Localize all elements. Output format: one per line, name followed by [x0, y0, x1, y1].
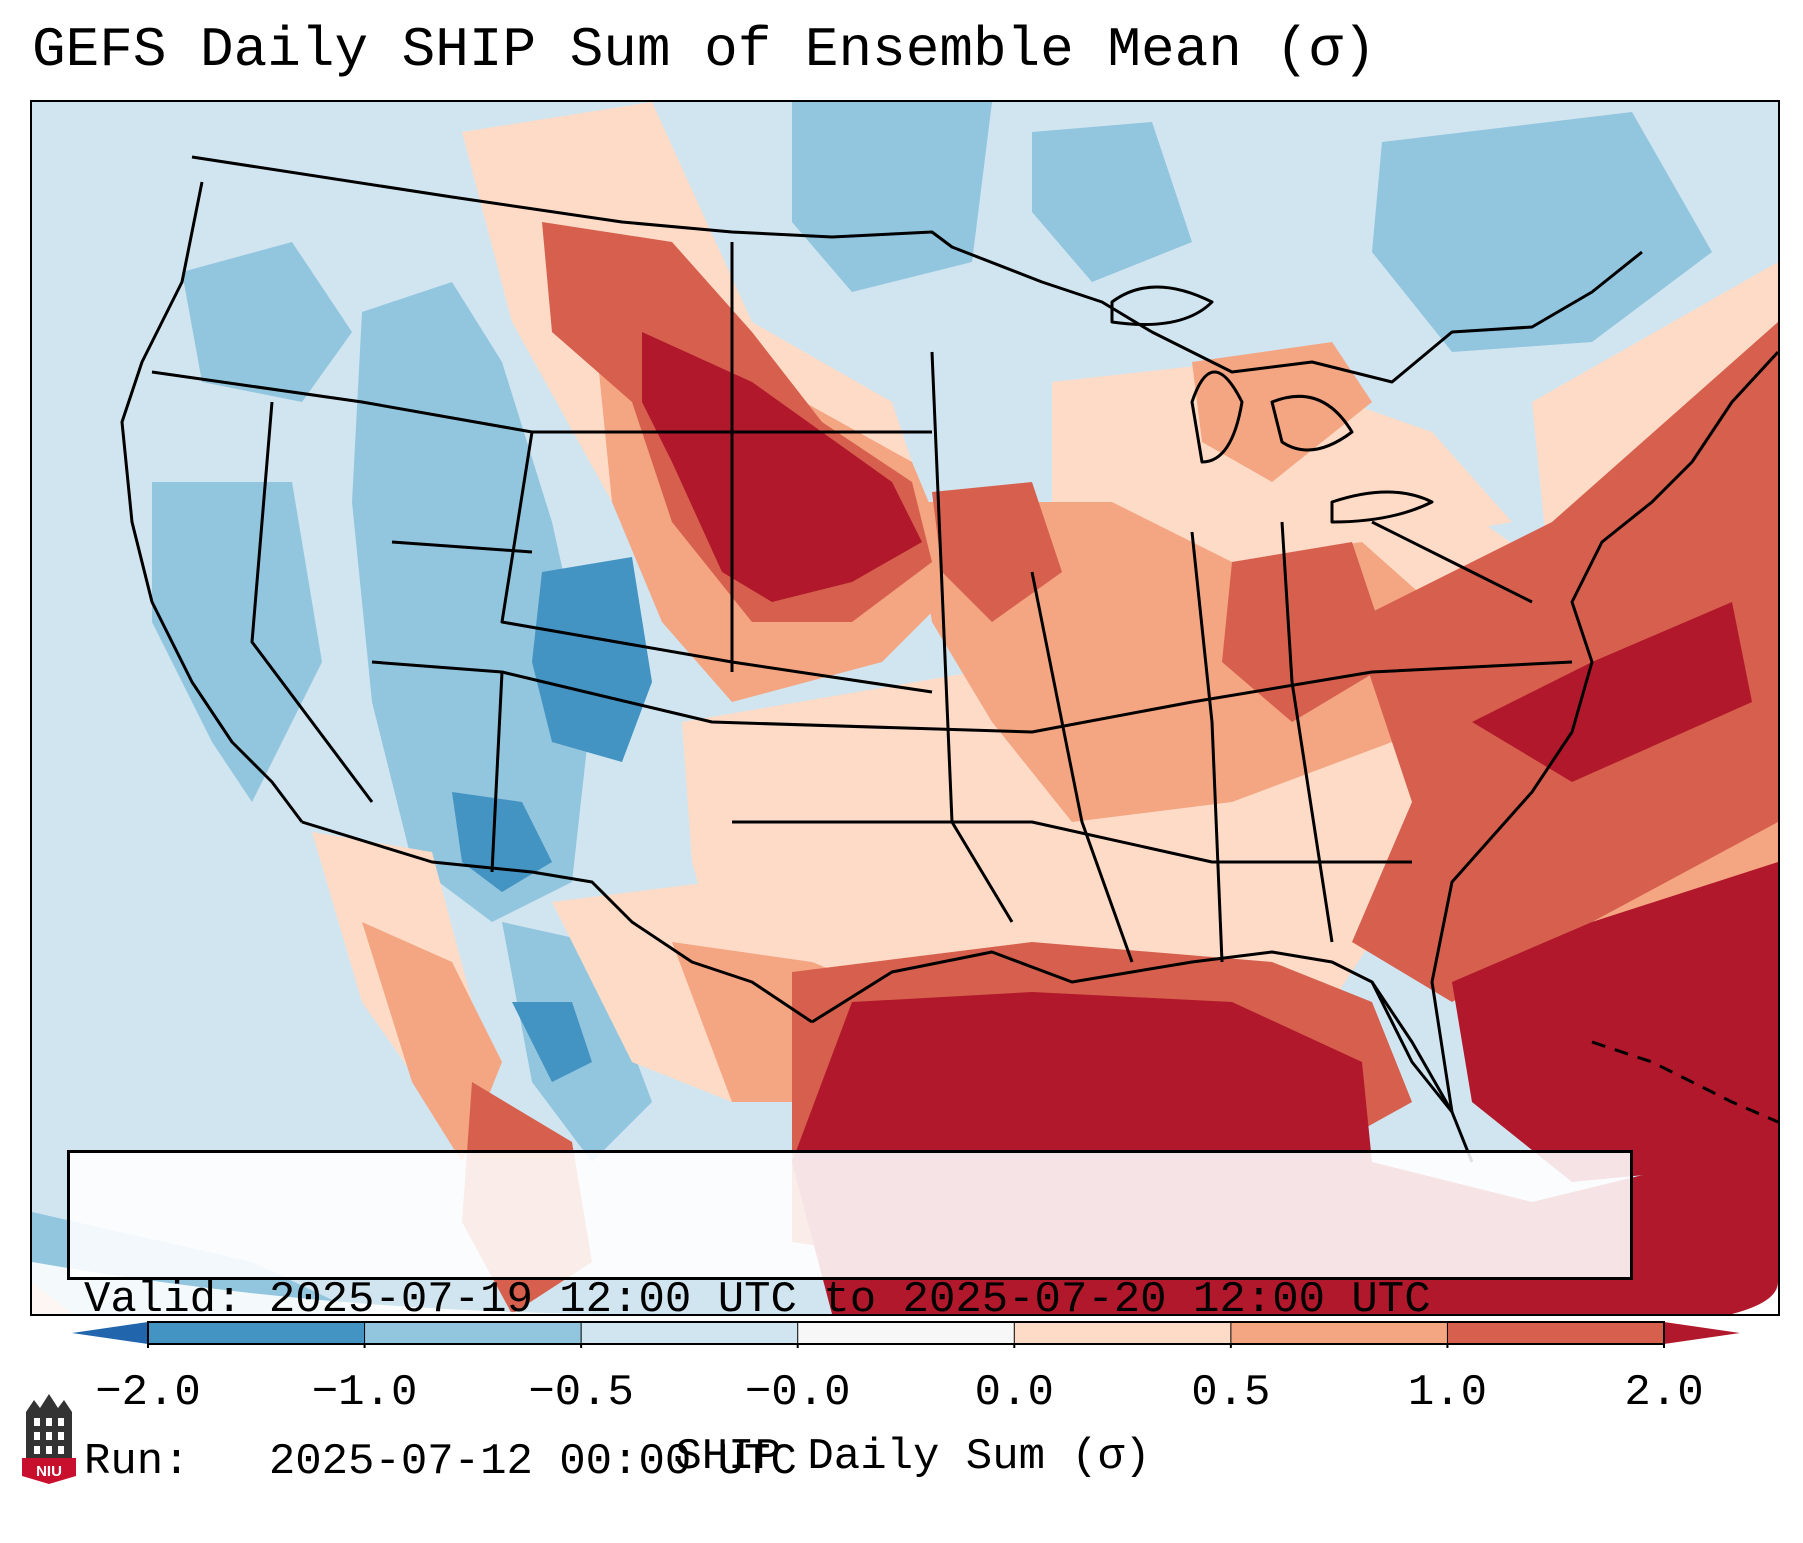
valid-run-info-box: Valid: 2025-07-19 12:00 UTC to 2025-07-2…: [67, 1150, 1633, 1487]
colorbar-bin: [797, 1322, 1015, 1344]
run-time-text: Run: 2025-07-12 00:00 UTC: [84, 1437, 797, 1487]
blue-core-sonora: [512, 1002, 592, 1082]
map-panel: [30, 100, 1780, 1316]
colorbar-bin: [148, 1322, 366, 1344]
gulf-states-line: [732, 820, 1412, 864]
pa-line: [1371, 520, 1533, 604]
blue-patch-west-coast: [152, 482, 322, 802]
blue-patch-great-basin: [352, 282, 592, 922]
colorbar-bin: [1014, 1322, 1232, 1344]
colorbar-bin: [581, 1322, 799, 1344]
canada-border: [191, 155, 1643, 384]
atlantic-coastline: [1430, 350, 1778, 1113]
colorbar-label: SHIP Daily Sum (σ): [675, 1432, 1151, 1482]
blue-patch-quebec: [1372, 112, 1712, 352]
niu-logo: NIU: [22, 1394, 76, 1484]
az-nm-line: [490, 671, 504, 873]
colorbar-tick-label: −2.0: [95, 1368, 201, 1418]
red-region-iowa: [932, 482, 1062, 622]
niu-logo-text: NIU: [36, 1463, 62, 1480]
georgia-line: [1280, 521, 1334, 943]
salmon-region-michigan: [1192, 342, 1372, 482]
darkred-core-caribbean: [1452, 862, 1778, 1182]
colorbar-tick-label: 1.0: [1407, 1368, 1488, 1418]
state-boundaries: [120, 155, 1778, 1163]
salmon-region-gulf-california: [362, 922, 502, 1162]
colorbar-bin: [364, 1322, 582, 1344]
darkred-core-north-plains: [642, 332, 922, 602]
colorbar-bin: [1230, 1322, 1448, 1344]
colorbar-tick-label: 0.5: [1191, 1368, 1271, 1418]
projection-edge-right: [1732, 1282, 1778, 1314]
blue-patch-manitoba: [792, 102, 992, 292]
colorbar-bin: [1447, 1322, 1665, 1344]
colorbar: [72, 1321, 1740, 1348]
chart-title: GEFS Daily SHIP Sum of Ensemble Mean (σ): [32, 18, 1377, 82]
florida-peninsula: [1370, 981, 1474, 1163]
mexico-border: [301, 820, 813, 1024]
colorbar-tick-label: −1.0: [311, 1368, 418, 1418]
illinois-line: [1030, 571, 1134, 963]
colorbar-tick-label: 2.0: [1624, 1368, 1704, 1418]
projection-edge: [32, 1262, 632, 1314]
lake-erie: [1330, 490, 1434, 524]
lake-superior: [1110, 285, 1214, 326]
blue-patch-ontario: [1032, 122, 1192, 282]
lake-michigan: [1190, 370, 1244, 464]
central-tier-line: [500, 431, 933, 694]
blue-core-colorado: [532, 557, 652, 762]
blue-patch-oregon: [182, 242, 352, 402]
colorbar-under-triangle: [72, 1322, 148, 1344]
nevada-line: [250, 401, 374, 803]
colorbar-tick-label: −0.5: [528, 1368, 634, 1418]
niu-logo-banner: [22, 1458, 76, 1484]
colorbar-over-triangle: [1664, 1322, 1740, 1344]
cuba-outline: [1591, 1040, 1778, 1124]
indiana-line: [1190, 531, 1224, 963]
gulf-coastline: [811, 950, 1454, 1113]
utah-line: [391, 540, 533, 554]
anomaly-map: [32, 102, 1778, 1314]
darkred-core-gulf-stream: [1472, 602, 1752, 782]
west-coastline: [120, 181, 304, 823]
colorbar-tick-label: −0.0: [744, 1368, 851, 1418]
colorbar-tick-label: 0.0: [974, 1368, 1054, 1418]
valid-time-text: Valid: 2025-07-19 12:00 UTC to 2025-07-2…: [84, 1275, 1431, 1325]
lake-huron: [1270, 394, 1354, 452]
